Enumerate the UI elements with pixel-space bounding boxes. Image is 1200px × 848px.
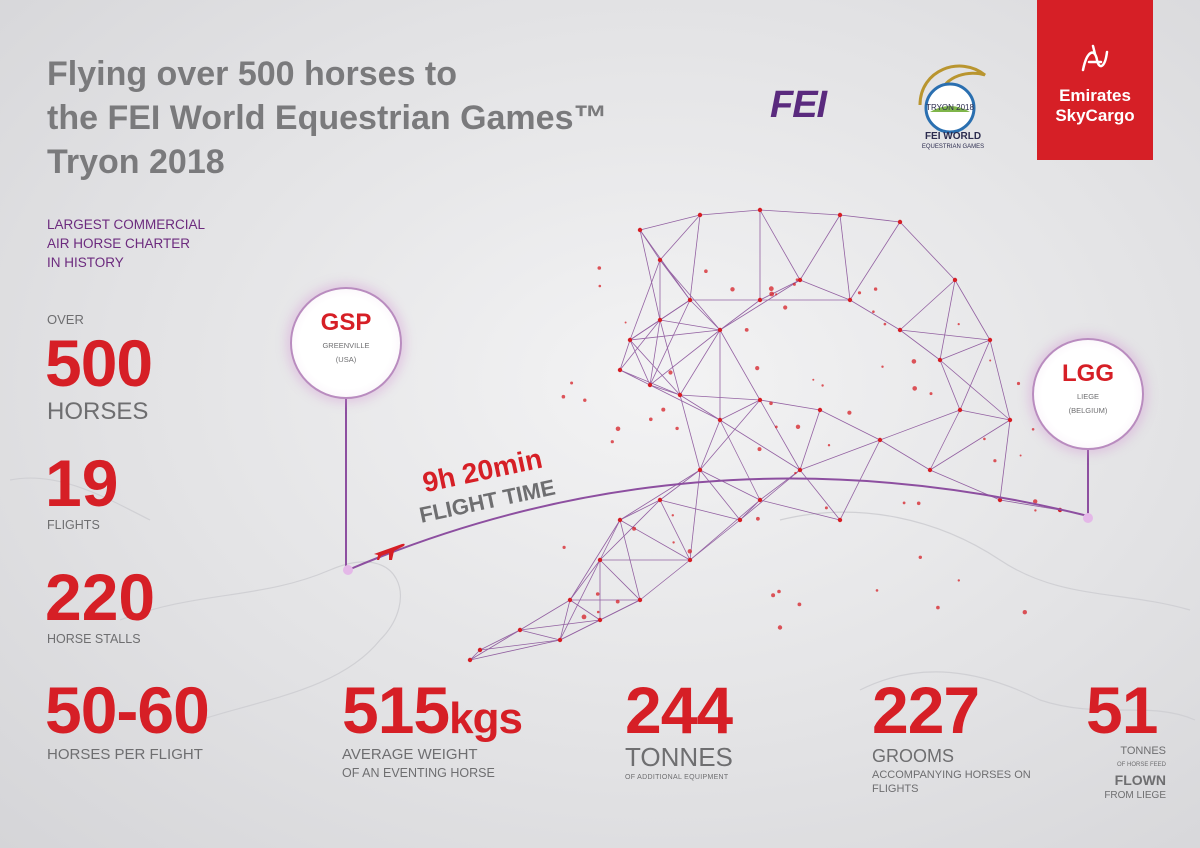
emirates-calligraphy-icon <box>1081 44 1109 72</box>
per-flight-value: 50-60 <box>45 673 210 747</box>
subtitle-line-2: AIR HORSE CHARTER <box>47 236 191 251</box>
weight-stat: 515kgs <box>342 672 523 757</box>
equipment-value: 244 <box>625 673 733 747</box>
weight-label-2: OF AN EVENTING HORSE <box>342 766 495 780</box>
destination-airport-badge: LGG LIEGE (BELGIUM) <box>1032 338 1144 450</box>
destination-city: LIEGE <box>1076 392 1100 401</box>
origin-code: GSP <box>320 309 372 336</box>
skycargo-name: SkyCargo <box>1055 106 1135 125</box>
horses-value: 500 <box>45 326 153 400</box>
equipment-label-2: OF ADDITIONAL EQUIPMENT <box>625 774 729 781</box>
destination-country: (BELGIUM) <box>1068 406 1108 415</box>
airplane-icon <box>374 543 405 560</box>
fei-logo: FEI <box>770 84 827 126</box>
weg-text: FEI WORLD EQUESTRIAN GAMES <box>908 132 998 152</box>
world-equestrian-games-logo: TRYON 2018 <box>918 64 986 134</box>
title-line-3: Tryon 2018 <box>47 143 225 181</box>
emirates-name: Emirates <box>1059 86 1131 105</box>
page-title: Flying over 500 horses to the FEI World … <box>47 52 747 184</box>
feed-label-1: TONNES <box>1120 745 1166 757</box>
title-line-2: the FEI World Equestrian Games™ <box>47 99 608 137</box>
destination-code: LGG <box>1062 360 1114 387</box>
feed-value: 51 <box>1086 673 1158 747</box>
subtitle-line-1: LARGEST COMMERCIAL <box>47 217 206 232</box>
equipment-label-1: TONNES <box>625 742 733 772</box>
weight-label-1: AVERAGE WEIGHT <box>342 746 478 763</box>
origin-country: (USA) <box>335 355 357 364</box>
stalls-label: HORSE STALLS <box>47 632 141 646</box>
feed-label-4: FROM LIEGE <box>1104 790 1166 801</box>
weg-badge-text: TRYON 2018 <box>926 103 974 112</box>
origin-city: GREENVILLE <box>322 341 370 350</box>
weg-line-1: FEI WORLD <box>924 131 982 142</box>
origin-airport-badge: GSP GREENVILLE (USA) <box>290 287 402 399</box>
feed-label-3: FLOWN <box>1114 772 1166 788</box>
weight-unit: kgs <box>449 694 523 743</box>
grooms-label-2: ACCOMPANYING HORSES ON FLIGHTS <box>872 769 1031 795</box>
flights-label: FLIGHTS <box>47 518 100 532</box>
grooms-label-1: GROOMS <box>872 746 955 766</box>
weg-line-2: EQUESTRIAN GAMES <box>921 144 985 150</box>
subtitle: LARGEST COMMERCIAL AIR HORSE CHARTER IN … <box>47 215 307 272</box>
weight-value: 515 <box>342 673 450 747</box>
emirates-skycargo-logo: Emirates SkyCargo <box>1037 0 1153 160</box>
grooms-value: 227 <box>872 673 980 747</box>
stalls-value: 220 <box>45 560 156 634</box>
horses-label: HORSES <box>47 398 149 425</box>
feed-label-2: OF HORSE FEED <box>1116 762 1166 768</box>
horses-prefix: OVER <box>47 312 84 327</box>
title-line-1: Flying over 500 horses to <box>47 55 458 93</box>
subtitle-line-3: IN HISTORY <box>47 255 124 270</box>
per-flight-label: HORSES PER FLIGHT <box>47 746 203 763</box>
flights-value: 19 <box>45 446 119 520</box>
